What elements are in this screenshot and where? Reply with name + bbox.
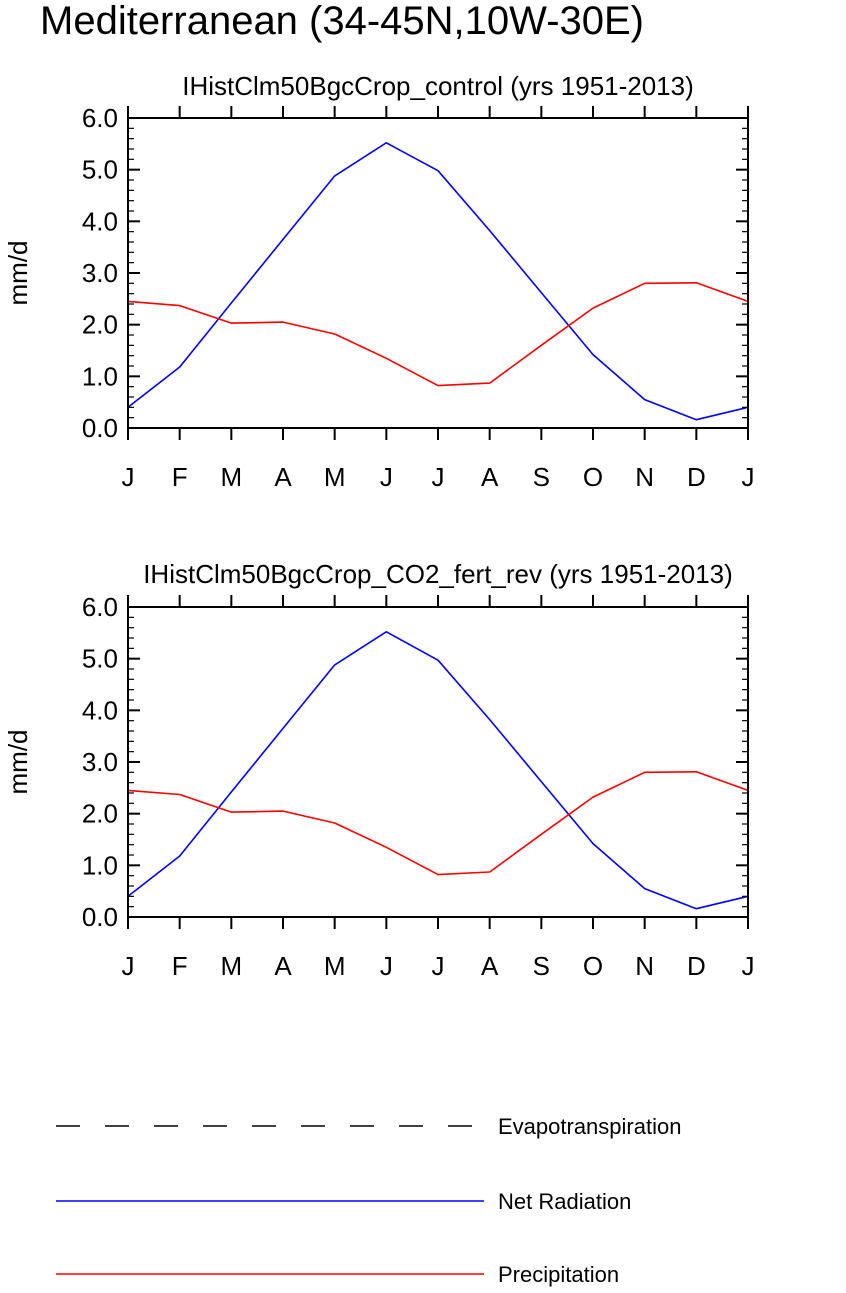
- x-tick-label: J: [432, 951, 445, 981]
- y-tick-label: 4.0: [82, 206, 118, 236]
- series-line-precipitation: [127, 281, 749, 387]
- x-tick-label: M: [324, 951, 346, 981]
- x-tick-label: A: [274, 951, 292, 981]
- x-tick-label: D: [687, 462, 706, 492]
- legend-label: Precipitation: [498, 1262, 619, 1287]
- series-line-net-radiation: [127, 630, 749, 910]
- x-tick-label: F: [172, 951, 188, 981]
- y-tick-label: 5.0: [82, 155, 118, 185]
- x-tick-label: S: [533, 951, 550, 981]
- legend-item-precipitation: Precipitation: [56, 1262, 619, 1287]
- y-tick-label: 3.0: [82, 258, 118, 288]
- chart-panel-2: IHistClm50BgcCrop_CO2_fert_rev (yrs 1951…: [3, 559, 755, 981]
- x-tick-label: N: [635, 462, 654, 492]
- y-tick-label: 6.0: [82, 592, 118, 622]
- x-tick-label: F: [172, 462, 188, 492]
- figure-title: Mediterranean (34-45N,10W-30E): [40, 0, 644, 43]
- legend-item-evapotranspiration: Evapotranspiration: [56, 1114, 681, 1139]
- x-tick-label: O: [583, 462, 603, 492]
- legend-label: Net Radiation: [498, 1189, 631, 1214]
- y-tick-label: 1.0: [82, 850, 118, 880]
- x-tick-label: N: [635, 951, 654, 981]
- y-tick-label: 0.0: [82, 413, 118, 443]
- y-tick-label: 2.0: [82, 310, 118, 340]
- x-tick-label: J: [742, 951, 755, 981]
- x-tick-label: A: [481, 951, 499, 981]
- x-tick-label: D: [687, 951, 706, 981]
- x-tick-label: S: [533, 462, 550, 492]
- plot-frame: [127, 606, 749, 918]
- plot-frame: [127, 117, 749, 429]
- x-tick-label: M: [220, 951, 242, 981]
- y-tick-label: 5.0: [82, 644, 118, 674]
- y-axis-label: mm/d: [3, 241, 33, 306]
- x-tick-label: J: [380, 951, 393, 981]
- x-tick-label: A: [481, 462, 499, 492]
- x-tick-label: M: [220, 462, 242, 492]
- legend-item-net-radiation: Net Radiation: [56, 1189, 631, 1214]
- x-tick-label: J: [380, 462, 393, 492]
- y-tick-label: 4.0: [82, 695, 118, 725]
- legend-label: Evapotranspiration: [498, 1114, 681, 1139]
- series-line-net-radiation: [127, 142, 749, 421]
- y-tick-label: 2.0: [82, 799, 118, 829]
- x-tick-label: J: [742, 462, 755, 492]
- y-tick-label: 1.0: [82, 361, 118, 391]
- x-tick-label: M: [324, 462, 346, 492]
- x-tick-label: A: [274, 462, 292, 492]
- legend: Evapotranspiration Net Radiation Precipita…: [56, 1114, 681, 1287]
- y-axis-label: mm/d: [3, 730, 33, 795]
- x-tick-label: O: [583, 951, 603, 981]
- panels: IHistClm50BgcCrop_control (yrs 1951-2013…: [3, 71, 755, 981]
- panel-title: IHistClm50BgcCrop_CO2_fert_rev (yrs 1951…: [143, 559, 733, 589]
- panel-title: IHistClm50BgcCrop_control (yrs 1951-2013…: [182, 71, 694, 101]
- y-tick-label: 0.0: [82, 902, 118, 932]
- y-tick-label: 3.0: [82, 747, 118, 777]
- x-tick-label: J: [432, 462, 445, 492]
- y-tick-label: 6.0: [82, 103, 118, 133]
- x-tick-label: J: [122, 951, 135, 981]
- chart-panel-1: IHistClm50BgcCrop_control (yrs 1951-2013…: [3, 71, 755, 492]
- series-line-precipitation: [127, 770, 749, 876]
- x-tick-label: J: [122, 462, 135, 492]
